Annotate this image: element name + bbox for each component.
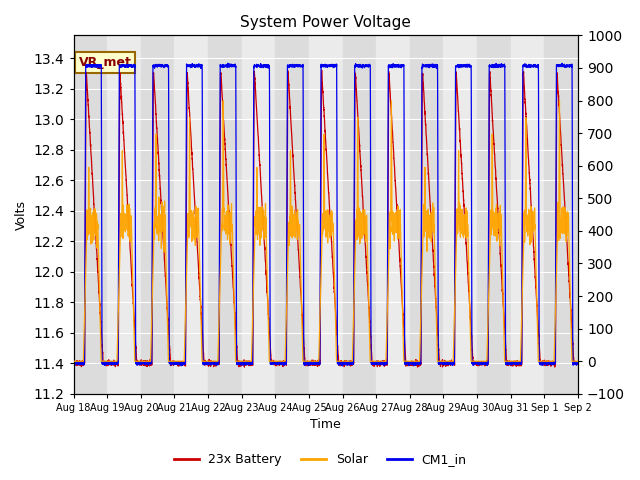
Bar xyxy=(74,36,108,394)
Legend: 23x Battery, Solar, CM1_in: 23x Battery, Solar, CM1_in xyxy=(168,448,472,471)
Bar xyxy=(309,36,342,394)
Bar xyxy=(275,36,309,394)
Bar xyxy=(545,36,578,394)
Text: VR_met: VR_met xyxy=(79,56,131,69)
Bar xyxy=(141,36,175,394)
Bar xyxy=(376,36,410,394)
Bar xyxy=(477,36,511,394)
Title: System Power Voltage: System Power Voltage xyxy=(241,15,412,30)
Bar xyxy=(342,36,376,394)
Bar xyxy=(175,36,208,394)
Bar xyxy=(242,36,275,394)
Bar xyxy=(444,36,477,394)
X-axis label: Time: Time xyxy=(310,419,341,432)
Bar xyxy=(208,36,242,394)
Y-axis label: Volts: Volts xyxy=(15,200,28,229)
Bar xyxy=(108,36,141,394)
Bar xyxy=(511,36,545,394)
Bar xyxy=(410,36,444,394)
